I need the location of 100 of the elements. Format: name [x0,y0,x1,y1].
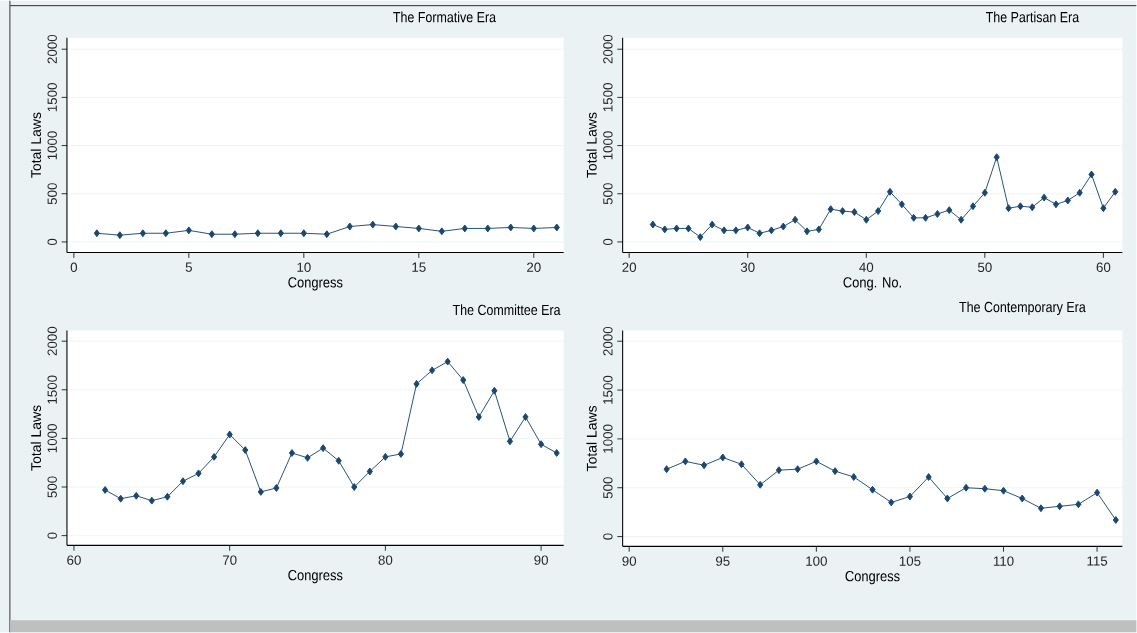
x-axis-title: Cong. No. [843,277,901,291]
x-tick-label: 15 [412,262,426,272]
point [522,413,529,421]
point [732,226,739,235]
point [1064,196,1071,205]
point [1041,193,1048,202]
point [719,453,726,462]
point [682,457,689,466]
point [756,229,763,238]
point [1088,170,1095,179]
point [366,467,373,476]
y-tick-label: 500 [603,183,613,205]
y-tick-label: 500 [603,477,613,499]
point [1019,494,1026,503]
point [922,213,929,222]
chart-title: The Partisan Era [985,11,1080,23]
y-axis-title: Total Laws [30,112,42,178]
point [863,215,870,224]
point [934,210,941,218]
point [413,380,420,388]
point [685,224,692,233]
y-tick-label: 1500 [47,375,57,404]
point [673,224,680,233]
point [700,461,708,470]
point [663,465,670,474]
x-tick-label: 50 [977,262,992,272]
point [780,222,787,231]
point [1052,200,1060,209]
x-axis-title: Congress [288,277,343,291]
point [491,386,498,395]
point [1094,488,1101,497]
y-tick-label: 2000 [603,326,613,356]
point [886,187,894,196]
point [1112,187,1119,196]
y-tick-label: 1500 [603,375,613,404]
y-tick-label: 500 [47,476,57,498]
x-tick-label: 110 [993,556,1014,566]
point [397,450,405,458]
point [1100,204,1107,213]
point [506,437,514,446]
point [273,484,280,492]
x-tick-label: 80 [378,555,393,565]
point [429,366,436,375]
y-tick-label: 2000 [47,326,57,356]
point [925,473,932,481]
y-tick-label: 1500 [603,83,613,112]
x-tick-label: 60 [1096,262,1111,272]
x-tick-label: 40 [859,262,874,272]
point [792,215,799,224]
y-tick-label: 2000 [47,34,57,64]
x-tick-label: 90 [534,555,548,565]
point [963,483,970,492]
point [946,206,953,215]
point [195,469,202,478]
point [133,491,140,500]
y-tick-label: 1000 [603,424,613,453]
point [944,494,951,503]
point [649,220,656,229]
point [226,430,233,439]
y-axis-title: Total Laws [30,405,42,471]
point [257,487,264,496]
y-axis-title: Total Laws [586,112,597,178]
point [382,452,389,461]
point [288,449,296,457]
point [803,227,811,236]
point [335,456,342,465]
point [981,188,988,197]
chart-title: The Committee Era [452,304,561,316]
point [768,226,775,235]
point [320,444,327,453]
point [351,483,358,491]
y-tick-label: 0 [47,238,57,246]
point [211,452,218,461]
point [117,494,124,503]
point [993,153,1000,162]
x-tick-label: 20 [622,262,637,272]
x-tick-label: 95 [715,556,730,566]
point [1005,204,1012,213]
point [709,220,716,229]
point [553,449,560,457]
x-tick-label: 20 [527,262,541,272]
y-tick-label: 1000 [47,424,57,453]
point [720,226,728,235]
point [475,413,482,421]
x-tick-label: 10 [297,262,311,272]
y-tick-label: 0 [47,532,57,539]
point [661,225,668,234]
point [179,477,187,486]
point [1000,486,1007,495]
x-tick-label: 5 [185,262,192,272]
point [775,466,782,475]
point [851,208,858,216]
x-tick-label: 60 [67,555,81,565]
point [827,205,834,214]
point [460,376,467,385]
point [898,200,905,209]
point [444,357,451,366]
x-tick-label: 105 [899,556,921,566]
y-tick-label: 0 [603,238,613,246]
point [969,202,977,211]
